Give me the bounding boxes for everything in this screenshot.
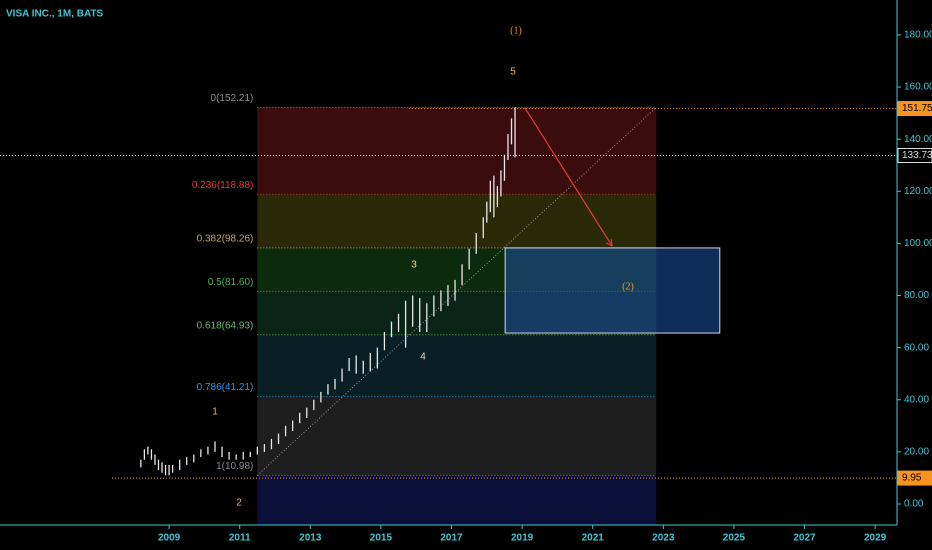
- fib-label: 0.236(118.88): [192, 180, 254, 191]
- x-tick-label: 2029: [864, 533, 887, 544]
- y-tick-label: 20.00: [904, 447, 929, 458]
- x-tick-label: 2015: [370, 533, 393, 544]
- price-tag: [897, 147, 932, 163]
- fib-label: 0.382(98.26): [197, 234, 254, 245]
- fib-label: 0.618(64.93): [197, 320, 254, 331]
- x-tick-label: 2025: [723, 533, 746, 544]
- price-tag: [897, 101, 932, 117]
- fib-label: 0.5(81.60): [208, 277, 254, 288]
- fib-label: 0.786(41.21): [197, 382, 254, 393]
- x-tick-label: 2021: [582, 533, 605, 544]
- fib-zone: [257, 396, 657, 476]
- price-tag-label: 9.95: [902, 473, 922, 484]
- wave-label: 4: [420, 352, 426, 363]
- x-tick-label: 2019: [511, 533, 534, 544]
- fib-label: 0(152.21): [211, 93, 254, 104]
- wave-label: 3: [411, 260, 417, 271]
- price-tag: [897, 470, 932, 486]
- wave-label: (2): [622, 281, 634, 292]
- price-tag-label: 133.73: [902, 150, 932, 161]
- fib-zone: [257, 194, 657, 248]
- fib-label: 1(10.98): [216, 461, 253, 472]
- x-tick-label: 2023: [652, 533, 675, 544]
- y-tick-label: 0.00: [904, 499, 924, 510]
- target-box: [504, 247, 721, 334]
- chart-title: VISA INC., 1M, BATS: [6, 9, 104, 20]
- x-tick-label: 2011: [229, 533, 251, 544]
- y-tick-label: 100.00: [904, 238, 932, 249]
- wave-label: 1: [212, 407, 218, 418]
- fib-zone: [257, 107, 657, 195]
- y-axis-bg: [897, 0, 932, 550]
- wave-label: 2: [236, 498, 242, 509]
- x-tick-label: 2013: [299, 533, 322, 544]
- y-tick-label: 160.00: [904, 82, 932, 93]
- y-tick-label: 180.00: [904, 30, 932, 41]
- y-tick-label: 80.00: [904, 290, 929, 301]
- x-tick-label: 2009: [158, 533, 181, 544]
- y-tick-label: 120.00: [904, 186, 932, 197]
- arrow-line: [524, 107, 613, 247]
- price-tag-label: 151.75: [902, 103, 932, 114]
- wave-label: (1): [510, 25, 522, 36]
- fib-zone: [257, 475, 657, 525]
- arrow-head: [605, 238, 613, 247]
- trend-line: [257, 107, 657, 476]
- y-tick-label: 40.00: [904, 394, 929, 405]
- x-tick-label: 2027: [793, 533, 816, 544]
- y-tick-label: 60.00: [904, 342, 929, 353]
- wave-label: 5: [510, 67, 516, 78]
- fib-zone: [257, 334, 657, 397]
- x-tick-label: 2017: [440, 533, 463, 544]
- y-tick-label: 140.00: [904, 134, 932, 145]
